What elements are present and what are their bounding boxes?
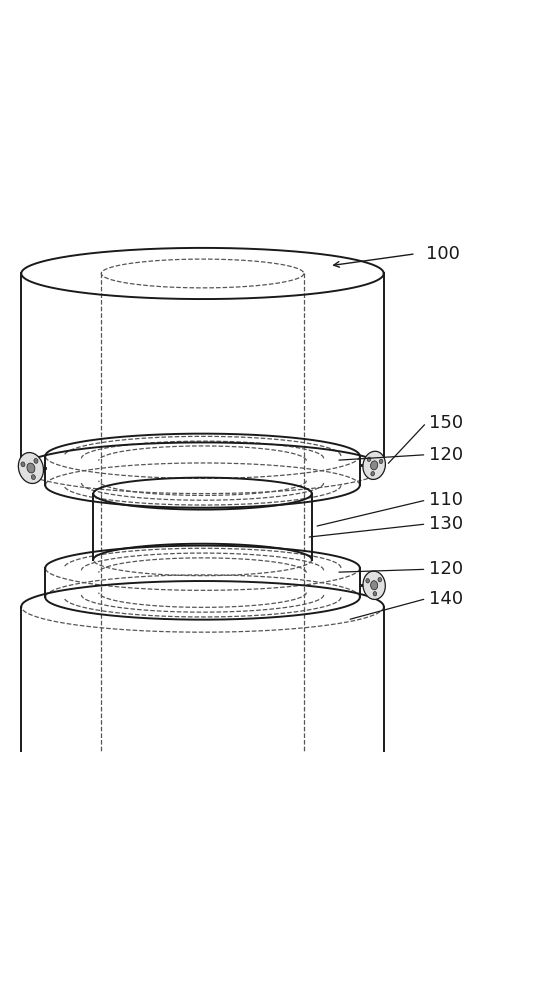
Ellipse shape (363, 451, 385, 479)
Ellipse shape (373, 592, 377, 596)
Ellipse shape (367, 457, 371, 462)
Text: 120: 120 (429, 446, 463, 464)
Text: 120: 120 (429, 560, 463, 578)
Ellipse shape (370, 581, 378, 590)
Ellipse shape (379, 459, 383, 464)
Ellipse shape (31, 475, 35, 480)
Ellipse shape (34, 458, 38, 463)
Ellipse shape (378, 577, 382, 582)
Text: 110: 110 (429, 491, 463, 509)
Ellipse shape (371, 472, 375, 476)
Ellipse shape (27, 463, 35, 473)
Text: 150: 150 (429, 414, 463, 432)
Text: 140: 140 (429, 590, 463, 608)
Text: 100: 100 (426, 245, 461, 263)
Ellipse shape (370, 461, 378, 470)
Ellipse shape (363, 571, 385, 599)
Ellipse shape (18, 453, 44, 483)
Ellipse shape (21, 462, 25, 467)
Ellipse shape (366, 579, 369, 583)
Text: 130: 130 (429, 515, 463, 533)
